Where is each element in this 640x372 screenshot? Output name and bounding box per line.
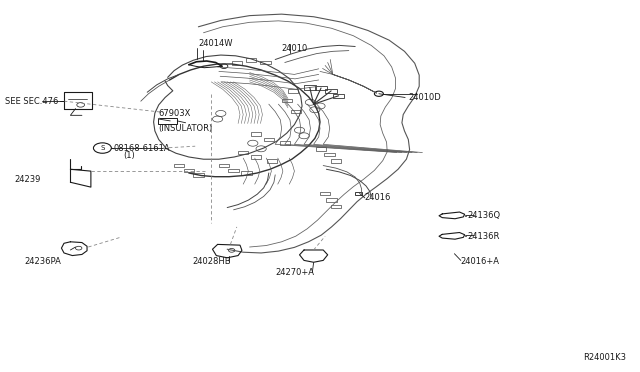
Bar — [333, 94, 344, 98]
Bar — [193, 173, 204, 177]
Bar — [228, 169, 239, 172]
Bar — [251, 155, 261, 159]
Text: R24001K3: R24001K3 — [583, 353, 626, 362]
Bar — [267, 159, 277, 163]
Text: S: S — [100, 145, 104, 151]
Text: 24016: 24016 — [365, 193, 391, 202]
Bar — [326, 198, 337, 202]
Bar — [158, 118, 177, 124]
Bar — [232, 61, 242, 65]
Bar — [174, 164, 184, 167]
Bar — [320, 192, 330, 195]
Bar — [251, 132, 261, 136]
Bar — [316, 86, 327, 90]
Bar — [238, 151, 248, 154]
Bar — [288, 89, 298, 93]
Text: 24136Q: 24136Q — [467, 211, 500, 220]
Text: 24016+A: 24016+A — [461, 257, 500, 266]
Text: 24136R: 24136R — [467, 232, 500, 241]
Text: 24010: 24010 — [282, 44, 308, 53]
Text: 24028HB: 24028HB — [192, 257, 230, 266]
Bar — [282, 99, 292, 102]
Bar — [316, 147, 326, 151]
Bar — [331, 205, 341, 208]
Text: (INSULATOR): (INSULATOR) — [159, 124, 213, 132]
Bar — [280, 141, 290, 145]
Bar — [264, 138, 274, 141]
Text: (1): (1) — [123, 151, 134, 160]
Bar — [246, 58, 256, 62]
Bar — [184, 169, 194, 172]
Text: 24010D: 24010D — [408, 93, 441, 102]
Bar — [324, 153, 335, 156]
Text: 24270+A: 24270+A — [275, 268, 314, 277]
Text: 24236PA: 24236PA — [24, 257, 61, 266]
Bar — [291, 110, 301, 113]
Text: 08168-6161A: 08168-6161A — [114, 144, 170, 153]
Text: 24239: 24239 — [14, 175, 40, 184]
Text: 24014W: 24014W — [198, 39, 233, 48]
Bar — [241, 171, 252, 175]
Bar — [355, 192, 362, 195]
Text: 67903X: 67903X — [159, 109, 191, 118]
Bar — [304, 85, 316, 90]
Bar — [219, 164, 229, 167]
Bar — [325, 89, 337, 93]
Bar — [260, 61, 271, 64]
Text: SEE SEC.476: SEE SEC.476 — [5, 97, 58, 106]
Bar — [331, 159, 341, 163]
